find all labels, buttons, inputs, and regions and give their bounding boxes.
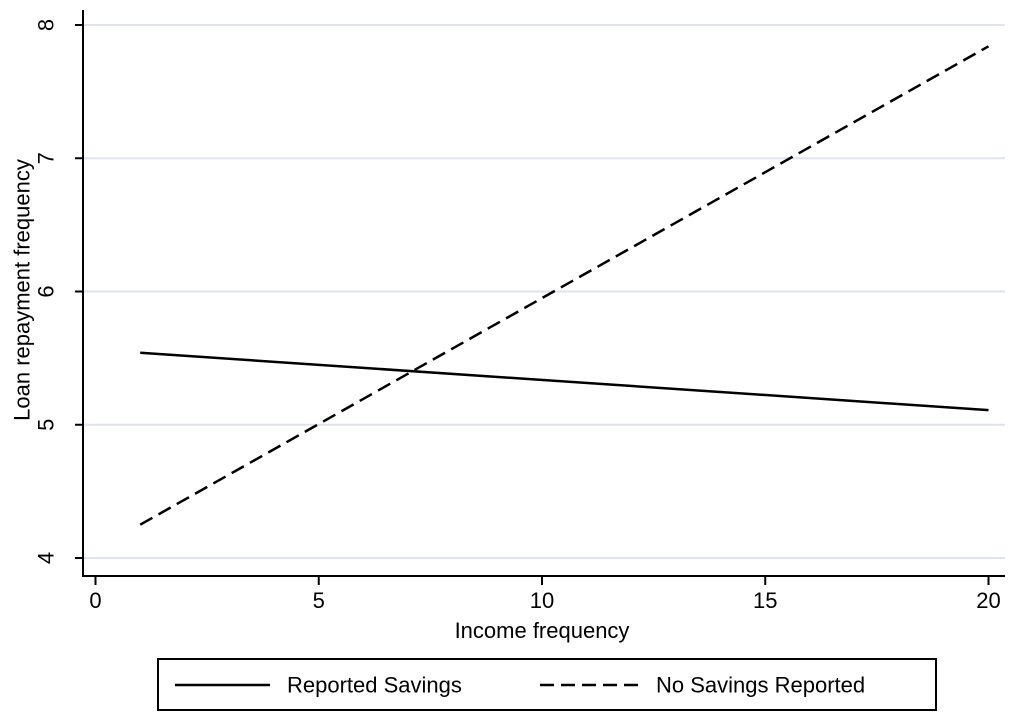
y-tick-label: 8: [34, 19, 59, 31]
series-line-reported-savings: [140, 351, 989, 412]
axes: [82, 10, 1005, 577]
series: [139, 45, 990, 526]
legend-label-no-savings-reported: No Savings Reported: [656, 673, 865, 698]
y-tick-label: 6: [34, 285, 59, 297]
x-tick-label: 5: [313, 588, 325, 613]
legend-label-reported-savings: Reported Savings: [287, 673, 462, 698]
y-tick-label: 7: [34, 152, 59, 164]
x-tick-label: 10: [530, 588, 554, 613]
x-tick-label: 20: [976, 588, 1000, 613]
y-tick-label: 5: [34, 419, 59, 431]
x-axis-title: Income frequency: [455, 618, 630, 643]
series-line-no-savings-reported: [139, 45, 990, 526]
ticks: 4 5 6 7 8 0 5 10 15 20: [34, 19, 1001, 613]
y-tick-label: 4: [34, 552, 59, 564]
x-tick-label: 15: [753, 588, 777, 613]
y-axis-title: Loan repayment frequency: [10, 159, 35, 421]
x-tick-label: 0: [89, 588, 101, 613]
legend: Reported Savings No Savings Reported: [157, 658, 937, 711]
gridlines: [84, 24, 1005, 559]
